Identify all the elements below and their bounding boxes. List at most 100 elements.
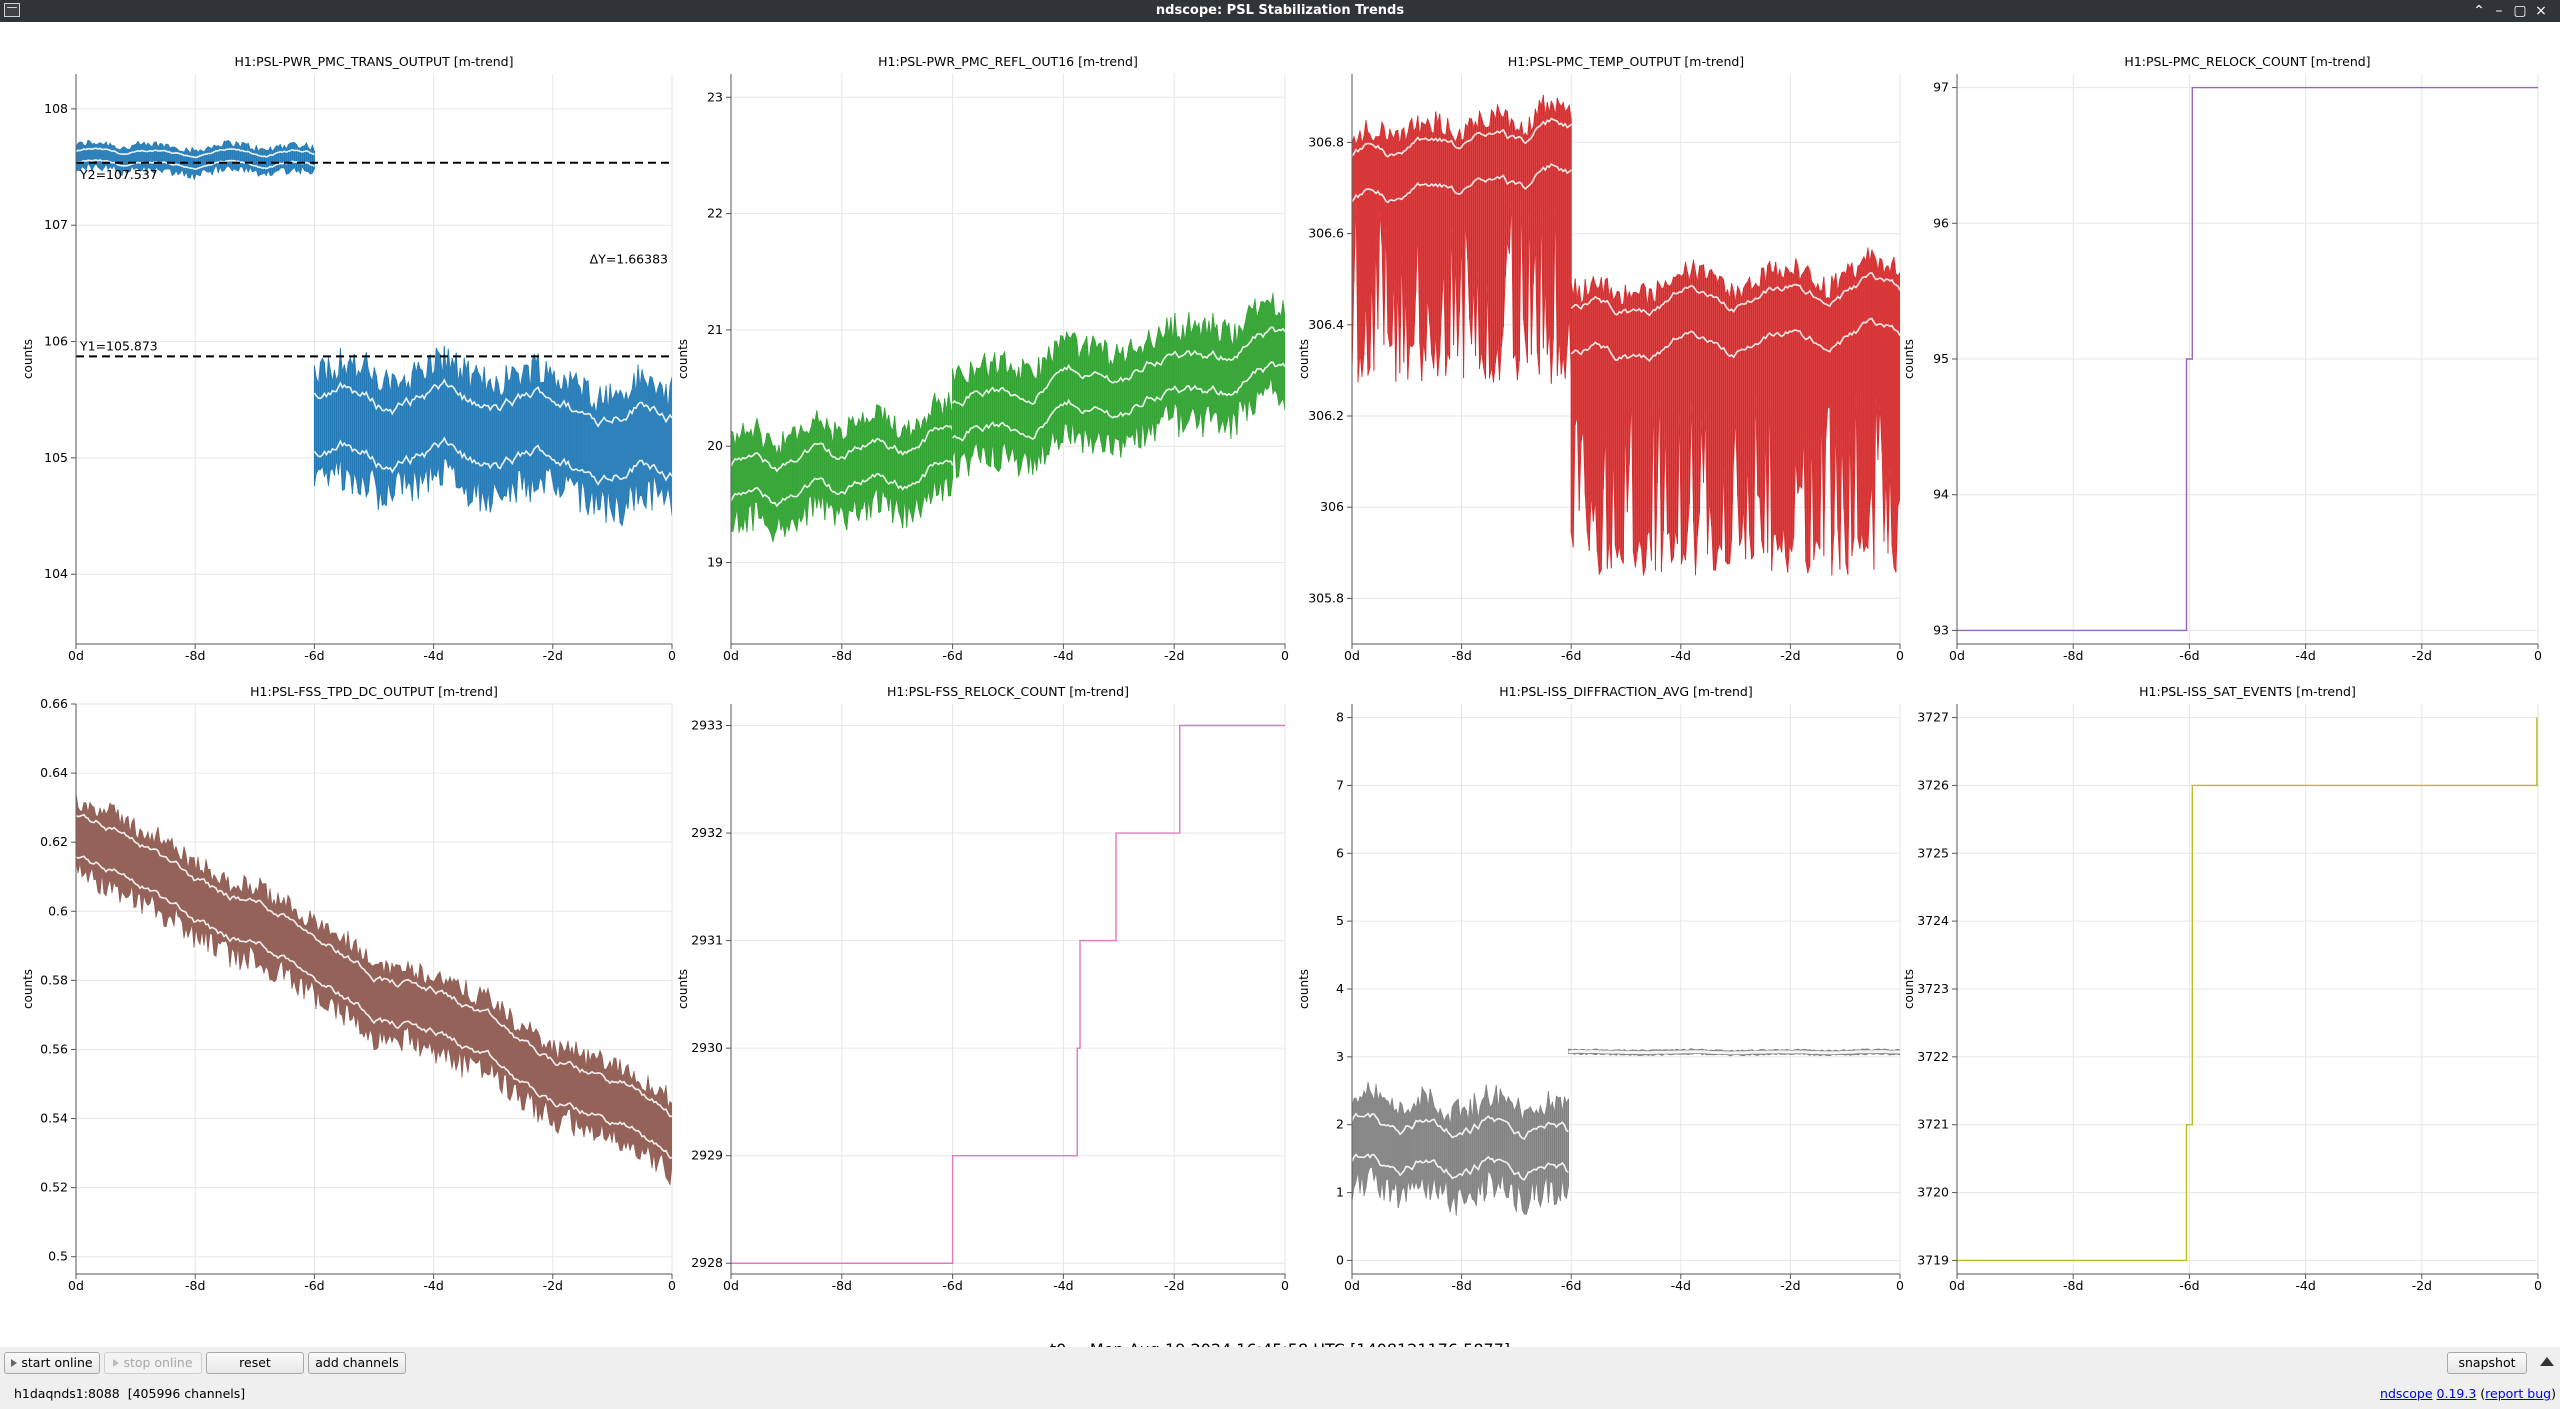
- x-tick-label: 0d: [1344, 1278, 1360, 1293]
- plot-2: H1:PSL-PWR_PMC_REFL_OUT16 [m-trend] count…: [676, 54, 1289, 663]
- y-tick-label: 2931: [691, 933, 723, 948]
- plot-title: H1:PSL-FSS_RELOCK_COUNT [m-trend]: [887, 684, 1129, 699]
- y-tick-label: 21: [707, 322, 723, 337]
- x-tick-label: 0d: [1949, 1278, 1965, 1293]
- y-tick-label: 23: [707, 89, 723, 104]
- plot-title: H1:PSL-FSS_TPD_DC_OUTPUT [m-trend]: [250, 684, 498, 699]
- x-tick-label: 0: [1896, 648, 1904, 663]
- x-tick-label: 0: [1281, 648, 1289, 663]
- x-tick-label: -2d: [2412, 648, 2432, 663]
- y-tick-label: 2933: [691, 718, 723, 733]
- x-tick-label: -6d: [304, 1278, 324, 1293]
- y-tick-label: 93: [1933, 622, 1949, 637]
- start-online-button[interactable]: start online: [4, 1352, 100, 1374]
- x-tick-label: -6d: [1561, 1278, 1581, 1293]
- y-tick-label: 2930: [691, 1040, 723, 1055]
- y-tick-label: 0.62: [40, 834, 68, 849]
- data-mean-line: [731, 424, 954, 473]
- data-mean-line: [952, 326, 1285, 407]
- plot-6: H1:PSL-FSS_RELOCK_COUNT [m-trend] counts 0…: [676, 684, 1289, 1293]
- snapshot-button[interactable]: snapshot: [2447, 1352, 2527, 1374]
- y-tick-label: 6: [1336, 845, 1344, 860]
- plot-title: H1:PSL-PMC_TEMP_OUTPUT [m-trend]: [1508, 54, 1744, 69]
- plot-1: H1:PSL-PWR_PMC_TRANS_OUTPUT [m-trend] cou…: [21, 54, 676, 663]
- plot-area[interactable]: H1:PSL-PWR_PMC_TRANS_OUTPUT [m-trend] cou…: [0, 22, 2560, 1359]
- plot-data: [1352, 1048, 1900, 1216]
- y-tick-label: 0.66: [40, 696, 68, 711]
- x-tick-label: -2d: [1164, 1278, 1184, 1293]
- stop-icon: [113, 1359, 120, 1367]
- reset-button[interactable]: reset: [206, 1352, 304, 1374]
- y-tick-label: 3722: [1917, 1049, 1949, 1064]
- window-minimize-button[interactable]: –: [2495, 3, 2503, 19]
- y-tick-label: 0.5: [48, 1249, 68, 1264]
- plot-5: H1:PSL-FSS_TPD_DC_OUTPUT [m-trend] counts…: [21, 684, 676, 1293]
- plot-3: H1:PSL-PMC_TEMP_OUTPUT [m-trend] counts 0d…: [1297, 54, 1904, 663]
- plot-data: [76, 792, 672, 1186]
- window-maximize-button[interactable]: ▢: [2513, 3, 2527, 19]
- data-mean-line: [1570, 317, 1900, 362]
- x-tick-label: 0d: [723, 648, 739, 663]
- version-link[interactable]: 0.19.3: [2436, 1386, 2477, 1401]
- x-tick-label: -8d: [185, 1278, 205, 1293]
- x-tick-label: -2d: [1780, 648, 1800, 663]
- data-mean-line: [76, 147, 315, 159]
- y-tick-label: 106: [44, 334, 68, 349]
- y-tick-label: 0.64: [40, 765, 68, 780]
- data-noise: [76, 792, 672, 1185]
- y-tick-label: 3720: [1917, 1185, 1949, 1200]
- y-tick-label: 0.52: [40, 1180, 68, 1195]
- y-axis-label: counts: [1297, 969, 1311, 1009]
- plot-grid[interactable]: H1:PSL-PWR_PMC_TRANS_OUTPUT [m-trend] cou…: [0, 22, 2560, 1332]
- x-tick-label: -2d: [543, 648, 563, 663]
- plot-title: H1:PSL-ISS_DIFFRACTION_AVG [m-trend]: [1499, 684, 1753, 699]
- data-mean-line: [313, 378, 672, 428]
- x-tick-label: -4d: [1053, 1278, 1073, 1293]
- x-tick-label: 0: [1281, 1278, 1289, 1293]
- window-collapse-button[interactable]: ⌃: [2473, 3, 2485, 19]
- y-tick-label: 0.6: [48, 903, 68, 918]
- y-tick-label: 3723: [1917, 981, 1949, 996]
- control-bar: start online stop online reset add chann…: [0, 1347, 2560, 1375]
- plot-7: H1:PSL-ISS_DIFFRACTION_AVG [m-trend] coun…: [1297, 684, 1904, 1293]
- data-step-line: [731, 724, 1285, 1264]
- y-tick-label: 97: [1933, 80, 1949, 95]
- data-noise: [1352, 94, 1572, 384]
- data-mean-line: [1352, 1153, 1569, 1181]
- x-tick-label: -2d: [1780, 1278, 1800, 1293]
- app-icon: [4, 3, 20, 17]
- x-tick-label: -8d: [832, 1278, 852, 1293]
- data-noise: [76, 140, 315, 180]
- stop-online-button[interactable]: stop online: [104, 1352, 202, 1374]
- report-bug-link[interactable]: report bug: [2485, 1386, 2552, 1401]
- y-tick-label: 306.2: [1308, 408, 1344, 423]
- data-step-line: [1957, 86, 2538, 632]
- cursor-y2-label: Y2=107.537: [79, 167, 158, 182]
- expand-panel-icon[interactable]: [2540, 1357, 2554, 1366]
- x-tick-label: -4d: [423, 648, 443, 663]
- cursor-y1-label: Y1=105.873: [79, 338, 158, 353]
- x-tick-label: 0d: [68, 1278, 84, 1293]
- y-tick-label: 3721: [1917, 1117, 1949, 1132]
- y-axis-label: counts: [1297, 339, 1311, 379]
- y-tick-label: 8: [1336, 710, 1344, 725]
- x-tick-label: -8d: [1451, 1278, 1471, 1293]
- x-tick-label: -6d: [304, 648, 324, 663]
- x-tick-label: 0: [668, 1278, 676, 1293]
- y-tick-label: 95: [1933, 351, 1949, 366]
- data-mean-line: [731, 459, 954, 508]
- status-bar: h1daqnds1:8088 [405996 channels] ndscope…: [0, 1379, 2560, 1409]
- y-tick-label: 0.54: [40, 1111, 68, 1126]
- y-axis-label: counts: [1902, 339, 1916, 379]
- add-channels-button[interactable]: add channels: [308, 1352, 406, 1374]
- plot-data: [1957, 717, 2538, 1262]
- window-close-button[interactable]: ×: [2535, 3, 2547, 19]
- y-tick-label: 0.56: [40, 1041, 68, 1056]
- data-mean-line: [76, 855, 672, 1159]
- x-tick-label: -2d: [543, 1278, 563, 1293]
- x-tick-label: 0d: [1949, 648, 1965, 663]
- app-link[interactable]: ndscope: [2380, 1386, 2433, 1401]
- y-tick-label: 7: [1336, 777, 1344, 792]
- x-tick-label: -4d: [423, 1278, 443, 1293]
- window-title: ndscope: PSL Stabilization Trends: [1155, 3, 1405, 18]
